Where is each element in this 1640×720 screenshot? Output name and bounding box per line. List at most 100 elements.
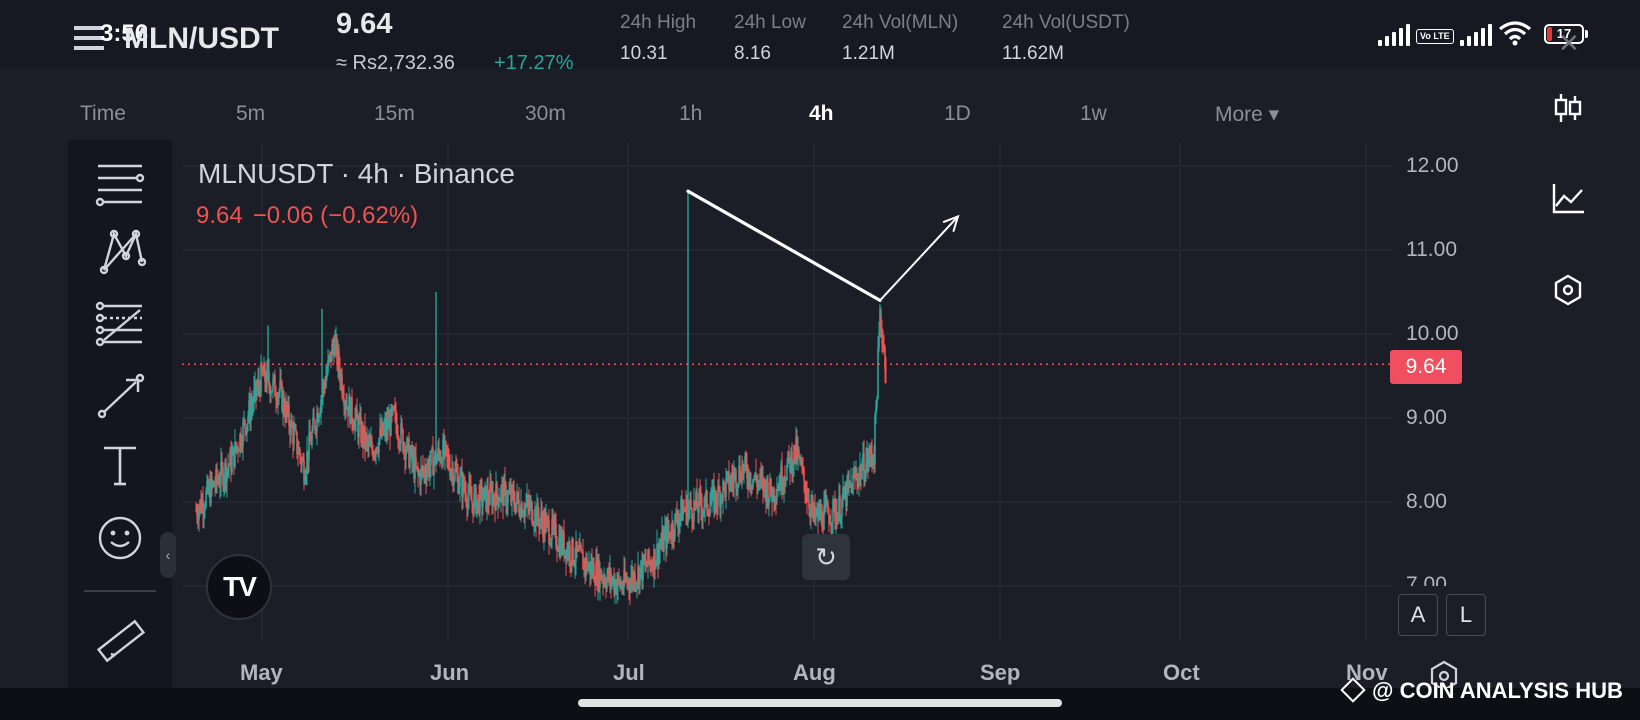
candle-body	[240, 433, 242, 447]
candle-body	[406, 438, 408, 452]
chart-title: MLNUSDT · 4h · Binance	[198, 158, 515, 189]
candle-body	[622, 588, 624, 590]
candle-body	[729, 485, 731, 490]
candle-body	[349, 396, 351, 424]
trend-line-icon[interactable]	[92, 368, 148, 424]
candle-body	[850, 482, 852, 485]
last-price: 9.64	[336, 8, 393, 40]
horizontal-lines-icon[interactable]	[92, 154, 148, 210]
candle-body	[427, 462, 429, 471]
candle-body	[402, 429, 404, 452]
candle-body	[636, 581, 638, 585]
candle-body	[398, 438, 400, 445]
candle-body	[315, 429, 317, 432]
candle-body	[235, 441, 237, 449]
candle-body	[219, 483, 221, 486]
candle-body	[230, 451, 232, 472]
text-icon[interactable]	[92, 438, 148, 494]
stat-label: 24h High	[620, 12, 697, 33]
log-scale-button[interactable]: L	[1446, 594, 1486, 636]
candle-body	[310, 441, 312, 445]
tab-30m[interactable]: 30m	[525, 102, 566, 125]
ruler-icon[interactable]	[92, 614, 148, 670]
trading-pair[interactable]: MLN/USDT	[124, 22, 279, 55]
candle-body	[359, 416, 361, 421]
candle-body	[488, 501, 490, 505]
y-tick-label: 9.00	[1406, 406, 1447, 429]
candle-body	[679, 514, 681, 521]
x-tick-label: Sep	[980, 660, 1021, 685]
candle-body	[558, 537, 560, 551]
candle-body	[880, 310, 882, 329]
candle-body	[363, 425, 365, 445]
x-tick-label: Jul	[613, 660, 645, 685]
candle-body	[211, 478, 213, 485]
candle-body	[864, 477, 866, 480]
candle-body	[881, 328, 883, 344]
tab-1h[interactable]: 1h	[679, 102, 703, 125]
candle-body	[863, 453, 865, 480]
candle-body	[797, 450, 799, 460]
collapse-toolbar-handle[interactable]: ‹	[160, 532, 176, 578]
candle-body	[699, 492, 701, 495]
candle-body	[298, 449, 300, 455]
candle-body	[562, 532, 564, 552]
tab-5m[interactable]: 5m	[236, 102, 266, 125]
tab-4h[interactable]: 4h	[809, 102, 834, 125]
emoji-icon[interactable]	[92, 510, 148, 566]
stat-value: 1.21M	[842, 43, 895, 64]
tab-1w[interactable]: 1w	[1080, 102, 1107, 125]
candle-body	[874, 414, 876, 465]
candle-body	[256, 388, 258, 395]
candle-body	[830, 522, 832, 527]
candle-body	[867, 452, 869, 466]
candle-body	[511, 487, 513, 503]
reset-chart-button[interactable]: ↻	[802, 534, 850, 580]
candle-body	[280, 381, 282, 383]
candle-body	[403, 445, 405, 452]
candle-body	[583, 560, 585, 570]
candle-body	[556, 546, 558, 550]
candle-body	[726, 473, 728, 478]
candle-body	[859, 466, 861, 475]
candle-body	[281, 382, 283, 412]
tab-15m[interactable]: 15m	[374, 102, 415, 125]
candle-body	[849, 481, 851, 485]
settings-hex-icon[interactable]	[1548, 270, 1588, 310]
candle-body	[746, 465, 748, 479]
more-timeframes-dropdown[interactable]: More ▾	[1215, 103, 1280, 126]
home-indicator[interactable]	[578, 699, 1062, 707]
candle-body	[567, 547, 569, 557]
candle-body	[715, 490, 717, 503]
pattern-icon[interactable]	[92, 224, 148, 280]
indicators-icon[interactable]	[1548, 178, 1588, 218]
candle-body	[680, 498, 682, 515]
candlestick-icon[interactable]	[1548, 88, 1588, 128]
candle-body	[631, 571, 633, 580]
candle-body	[879, 310, 881, 334]
auto-scale-button[interactable]: A	[1398, 594, 1438, 636]
watermark-logo-icon	[1340, 677, 1366, 703]
candle-body	[197, 516, 199, 520]
candle-body	[773, 488, 775, 501]
tab-1d[interactable]: 1D	[944, 102, 971, 125]
close-icon[interactable]: ✕	[1558, 28, 1580, 58]
menu-icon[interactable]	[74, 22, 108, 54]
candle-body	[601, 578, 603, 580]
candle-body	[357, 419, 359, 438]
candle-body	[453, 479, 455, 485]
trend-line-drawing	[686, 189, 882, 302]
candle-body	[454, 468, 456, 480]
candle-body	[653, 549, 655, 574]
candle-body	[647, 549, 649, 567]
candle-body	[439, 453, 441, 462]
candle-body	[676, 512, 678, 522]
candle-body	[291, 420, 293, 428]
x-tick-label: Oct	[1163, 660, 1200, 685]
candle-body	[749, 472, 751, 487]
candle-body	[286, 403, 288, 413]
candle-body	[694, 500, 696, 505]
candle-body	[300, 456, 302, 465]
fib-retracement-icon[interactable]	[92, 296, 148, 352]
